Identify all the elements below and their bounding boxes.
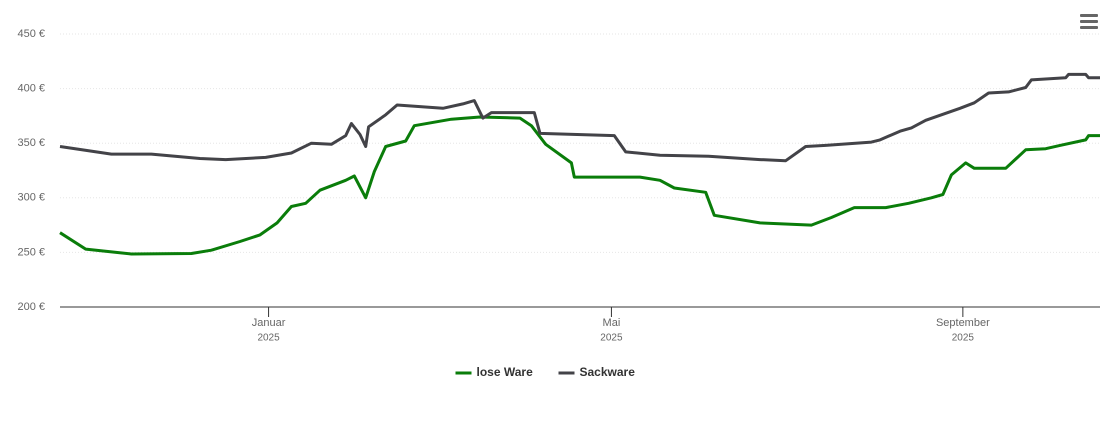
series-line [59,115,1100,256]
x-tick-label: Mai [603,317,621,329]
menu-bar [1080,14,1098,17]
y-tick-label: 350 € [17,137,45,149]
menu-bar [1080,26,1098,29]
legend-item[interactable]: Sackware [558,365,636,379]
y-tick-label: 450 € [17,28,45,40]
series-line [59,72,1100,163]
menu-button[interactable] [1080,14,1098,29]
x-tick-label: September [936,317,990,329]
y-tick-label: 200 € [17,301,45,313]
menu-bar [1080,20,1098,23]
x-tick-year: 2025 [600,333,623,344]
y-tick-label: 300 € [17,192,45,204]
x-tick-year: 2025 [257,333,280,344]
y-tick-label: 400 € [17,83,45,95]
legend-label: lose Ware [477,365,534,379]
legend-item[interactable]: lose Ware [455,365,534,379]
x-tick-label: Januar [252,317,286,329]
y-tick-label: 250 € [17,246,45,258]
legend-label: Sackware [580,365,636,379]
x-tick-year: 2025 [952,333,975,344]
